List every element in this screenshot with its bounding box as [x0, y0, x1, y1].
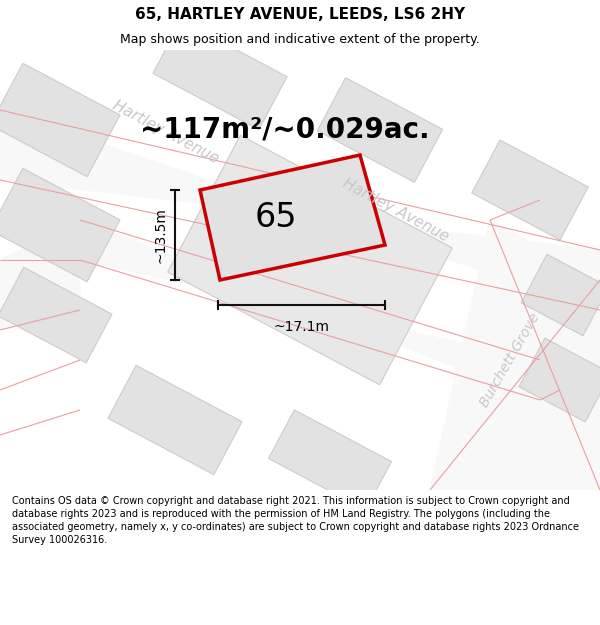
Text: Map shows position and indicative extent of the property.: Map shows position and indicative extent… [120, 32, 480, 46]
Polygon shape [108, 366, 242, 474]
Polygon shape [472, 140, 588, 240]
Text: ~117m²/~0.029ac.: ~117m²/~0.029ac. [140, 116, 430, 144]
Text: Hartley Avenue: Hartley Avenue [340, 176, 451, 244]
Polygon shape [0, 268, 112, 362]
Text: ~17.1m: ~17.1m [274, 320, 329, 334]
Polygon shape [0, 110, 600, 310]
Text: 65, HARTLEY AVENUE, LEEDS, LS6 2HY: 65, HARTLEY AVENUE, LEEDS, LS6 2HY [135, 6, 465, 21]
Polygon shape [519, 338, 600, 422]
Text: ~13.5m: ~13.5m [153, 207, 167, 263]
Polygon shape [0, 260, 80, 330]
Polygon shape [0, 220, 80, 320]
Polygon shape [0, 63, 120, 177]
Polygon shape [0, 168, 120, 282]
Polygon shape [167, 135, 452, 385]
Text: Contains OS data © Crown copyright and database right 2021. This information is : Contains OS data © Crown copyright and d… [12, 496, 579, 545]
Text: Hartley Avenue: Hartley Avenue [110, 98, 221, 166]
Polygon shape [521, 254, 600, 336]
Polygon shape [153, 21, 287, 129]
Polygon shape [80, 220, 540, 400]
Polygon shape [200, 155, 385, 280]
Polygon shape [430, 220, 600, 490]
Polygon shape [317, 78, 443, 182]
Polygon shape [269, 410, 391, 510]
Text: Burchett Grove: Burchett Grove [478, 311, 542, 409]
Text: 65: 65 [255, 201, 298, 234]
